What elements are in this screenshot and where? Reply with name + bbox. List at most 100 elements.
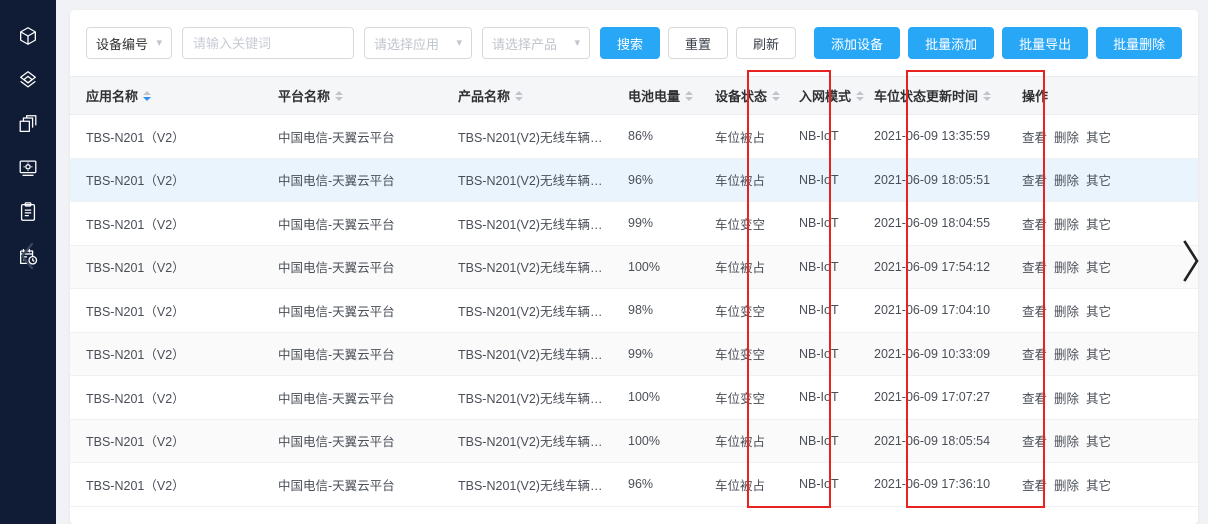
cell-operation: 查看 删除 其它 (1006, 462, 1199, 507)
action-查看[interactable]: 查看 (1022, 174, 1048, 189)
sort-arrows-icon[interactable] (772, 90, 781, 101)
cell-net_mode: NB-IoT (783, 245, 858, 289)
monitor-gear-icon (17, 157, 39, 179)
cell-platform: 中国电信-天翼云平台 (262, 114, 442, 159)
action-其它[interactable]: 其它 (1086, 130, 1112, 145)
action-查看[interactable]: 查看 (1022, 478, 1048, 493)
column-header-label: 平台名称 (278, 89, 331, 104)
batch-add-button[interactable]: 批量添加 (908, 27, 995, 59)
cell-net_mode: NB-IoT (783, 332, 858, 376)
sort-arrows-icon[interactable] (335, 90, 344, 101)
cell-net_mode: NB-IoT (783, 288, 858, 333)
table-row[interactable]: TBS-N201（V2） 中国电信-天翼云平台 TBS-N201(V2)无线车辆检测… (70, 462, 1199, 507)
column-header-update_time[interactable]: 车位状态更新时间 (858, 76, 1006, 115)
layers-diamond-icon (17, 69, 39, 91)
search-button[interactable]: 搜索 (600, 27, 661, 59)
action-删除[interactable]: 删除 (1054, 348, 1080, 363)
action-删除[interactable]: 删除 (1054, 391, 1080, 406)
column-header-net_mode[interactable]: 入网模式 (783, 76, 865, 115)
search-input[interactable] (182, 27, 354, 59)
sort-arrows-icon[interactable] (515, 90, 524, 101)
chevron-right-icon (1178, 240, 1204, 290)
action-删除[interactable]: 删除 (1054, 174, 1080, 189)
action-查看[interactable]: 查看 (1022, 435, 1048, 450)
action-其它[interactable]: 其它 (1086, 391, 1112, 406)
cell-operation: 查看 删除 其它 (1006, 158, 1199, 202)
cell-product: TBS-N201(V2)无线车辆检测器 (442, 288, 612, 333)
action-删除[interactable]: 删除 (1054, 130, 1080, 145)
cell-product: TBS-N201(V2)无线车辆检测器 (442, 332, 612, 376)
sidebar-item-cube[interactable] (8, 14, 48, 58)
cell-platform: 中国电信-天翼云平台 (262, 419, 442, 463)
table-row[interactable]: TBS-N201（V2） 中国电信-天翼云平台 TBS-N201(V2)无线车辆检测… (70, 419, 1199, 463)
sort-arrows-icon[interactable] (143, 90, 152, 101)
action-查看[interactable]: 查看 (1022, 348, 1048, 363)
device-table: 应用名称 平台名称 产品名称 电池电量 设备状态 入网模式 车位状态更新时间 操作 TBS-N… (70, 76, 1199, 507)
column-header-dev_status[interactable]: 设备状态 (699, 76, 783, 115)
cell-battery: 96% (612, 158, 699, 202)
action-其它[interactable]: 其它 (1086, 435, 1112, 450)
action-其它[interactable]: 其它 (1086, 217, 1112, 232)
cell-update_time: 2021-06-09 17:04:10 (858, 288, 1006, 333)
sidebar-item-layers[interactable] (8, 58, 48, 102)
sidebar-item-copies[interactable] (8, 102, 48, 146)
cell-dev_status: 车位变空 (699, 288, 783, 333)
cell-platform: 中国电信-天翼云平台 (262, 288, 442, 333)
chevron-down-icon: ▾ (156, 36, 162, 49)
batch-delete-button[interactable]: 批量删除 (1096, 27, 1183, 59)
table-row[interactable]: TBS-N201（V2） 中国电信-天翼云平台 TBS-N201(V2)无线车辆检测… (70, 332, 1199, 376)
sidebar-collapse-button[interactable] (0, 238, 56, 279)
application-select[interactable]: 请选择应用 ▾ (364, 27, 472, 59)
cell-net_mode: NB-IoT (783, 201, 858, 246)
action-其它[interactable]: 其它 (1086, 348, 1112, 363)
action-查看[interactable]: 查看 (1022, 304, 1048, 319)
chevron-down-icon: ▾ (574, 36, 580, 49)
action-其它[interactable]: 其它 (1086, 304, 1112, 319)
table-row[interactable]: TBS-N201（V2） 中国电信-天翼云平台 TBS-N201(V2)无线车辆检测… (70, 114, 1199, 159)
refresh-button[interactable]: 刷新 (736, 27, 797, 59)
product-select-value: 请选择产品 (492, 36, 558, 52)
sidebar-item-device-monitor[interactable] (8, 146, 48, 190)
table-row[interactable]: TBS-N201（V2） 中国电信-天翼云平台 TBS-N201(V2)无线车辆检测… (70, 201, 1199, 246)
column-header-battery[interactable]: 电池电量 (612, 76, 699, 115)
action-删除[interactable]: 删除 (1054, 478, 1080, 493)
cell-operation: 查看 删除 其它 (1006, 114, 1199, 159)
cell-battery: 100% (612, 245, 699, 289)
table-row[interactable]: TBS-N201（V2） 中国电信-天翼云平台 TBS-N201(V2)无线车辆检测… (70, 288, 1199, 333)
sort-arrows-icon[interactable] (856, 90, 865, 101)
action-删除[interactable]: 删除 (1054, 304, 1080, 319)
table-row[interactable]: TBS-N201（V2） 中国电信-天翼云平台 TBS-N201(V2)无线车辆检测… (70, 158, 1199, 202)
cell-platform: 中国电信-天翼云平台 (262, 201, 442, 246)
sidebar-item-records[interactable] (8, 190, 48, 234)
sort-arrows-icon[interactable] (983, 90, 992, 101)
action-查看[interactable]: 查看 (1022, 391, 1048, 406)
cell-dev_status: 车位变空 (699, 332, 783, 376)
reset-button[interactable]: 重置 (668, 27, 729, 59)
column-header-platform[interactable]: 平台名称 (262, 76, 442, 115)
action-其它[interactable]: 其它 (1086, 261, 1112, 276)
action-其它[interactable]: 其它 (1086, 478, 1112, 493)
action-删除[interactable]: 删除 (1054, 217, 1080, 232)
next-page-chevron[interactable] (1178, 236, 1204, 291)
table-row[interactable]: TBS-N201（V2） 中国电信-天翼云平台 TBS-N201(V2)无线车辆检测… (70, 375, 1199, 420)
cell-update_time: 2021-06-09 18:05:51 (858, 158, 1006, 202)
action-其它[interactable]: 其它 (1086, 174, 1112, 189)
cell-platform: 中国电信-天翼云平台 (262, 245, 442, 289)
action-查看[interactable]: 查看 (1022, 217, 1048, 232)
column-header-app_name[interactable]: 应用名称 (70, 76, 262, 115)
application-select-value: 请选择应用 (374, 36, 440, 52)
add-device-button[interactable]: 添加设备 (814, 27, 901, 59)
action-查看[interactable]: 查看 (1022, 261, 1048, 276)
action-删除[interactable]: 删除 (1054, 435, 1080, 450)
product-select[interactable]: 请选择产品 ▾ (482, 27, 590, 59)
action-删除[interactable]: 删除 (1054, 261, 1080, 276)
cell-battery: 99% (612, 201, 699, 246)
sort-arrows-icon[interactable] (685, 90, 694, 101)
action-查看[interactable]: 查看 (1022, 130, 1048, 145)
cell-battery: 98% (612, 288, 699, 333)
cell-app_name: TBS-N201（V2） (70, 375, 262, 420)
field-select[interactable]: 设备编号 ▾ (86, 27, 172, 59)
column-header-product[interactable]: 产品名称 (442, 76, 612, 115)
table-row[interactable]: TBS-N201（V2） 中国电信-天翼云平台 TBS-N201(V2)无线车辆检测… (70, 245, 1199, 289)
batch-export-button[interactable]: 批量导出 (1002, 27, 1089, 59)
